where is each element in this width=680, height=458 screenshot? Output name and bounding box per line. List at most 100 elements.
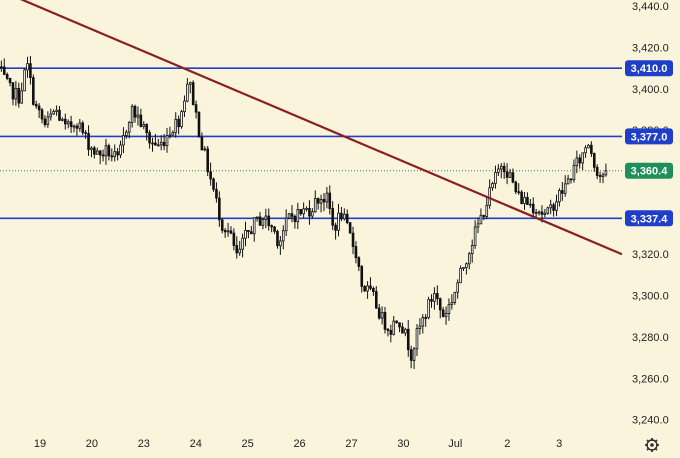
candle-body	[401, 326, 404, 334]
candle	[363, 285, 366, 292]
candle	[276, 229, 279, 249]
candle	[444, 306, 448, 325]
candle-body	[136, 114, 140, 118]
candle-body	[37, 105, 41, 111]
candle-body	[49, 113, 53, 118]
candle-body	[264, 215, 268, 220]
candle-body	[75, 125, 79, 129]
candle	[494, 165, 497, 189]
candle	[148, 130, 151, 149]
candle-body	[238, 248, 241, 254]
candle-body	[604, 170, 608, 176]
candle	[549, 199, 552, 215]
candle-body	[299, 209, 303, 215]
candle-body	[281, 230, 285, 242]
candle-body	[162, 141, 166, 147]
candle-body	[2, 66, 6, 75]
candle	[520, 190, 523, 205]
candle	[340, 207, 343, 222]
candle-body	[148, 132, 151, 144]
candle-body	[66, 121, 70, 125]
candle-body	[122, 135, 125, 146]
candle	[63, 113, 67, 130]
candle	[313, 190, 317, 213]
candle-body	[159, 141, 163, 146]
candle	[418, 318, 422, 335]
candle-body	[494, 171, 497, 184]
candle-body	[209, 171, 212, 180]
y-axis[interactable]: 3,240.03,260.03,280.03,300.03,320.03,380…	[632, 1, 669, 426]
candle	[95, 147, 99, 155]
candle	[372, 286, 375, 296]
candle	[499, 163, 503, 179]
candle	[592, 152, 596, 172]
candle-body	[392, 320, 396, 335]
candle-body	[87, 133, 90, 150]
candle	[438, 297, 442, 319]
candle	[235, 236, 239, 259]
candle	[142, 121, 146, 130]
candle	[578, 154, 582, 169]
candle-body	[8, 77, 12, 84]
candle-body	[581, 152, 584, 164]
x-tick-label: 24	[190, 438, 202, 450]
candle-body	[200, 136, 204, 151]
x-axis[interactable]: 19 20 23 24 25 26 27 30 Jul 2 3	[34, 438, 562, 450]
candle	[427, 296, 430, 320]
candle-body	[534, 212, 538, 214]
candle	[377, 303, 381, 320]
x-tick-label: 23	[138, 438, 150, 450]
candle	[52, 109, 55, 115]
candle	[127, 121, 131, 139]
candle-body	[29, 63, 32, 79]
candle-body	[188, 82, 192, 85]
candle-body	[325, 192, 329, 203]
candle	[168, 126, 172, 139]
candle	[139, 108, 143, 128]
candle	[258, 212, 262, 226]
candle	[470, 239, 474, 263]
candle	[162, 133, 166, 151]
candle-body	[255, 216, 259, 219]
candle-body	[424, 317, 428, 319]
gear-icon[interactable]	[645, 438, 659, 452]
candle	[232, 228, 236, 251]
candle	[284, 209, 288, 236]
candle-body	[552, 204, 555, 211]
candle	[29, 55, 32, 85]
candle-body	[348, 222, 352, 234]
candle	[194, 100, 198, 119]
candle	[250, 226, 253, 235]
candle	[366, 281, 369, 299]
candle-body	[58, 109, 61, 121]
candle	[159, 135, 163, 151]
candle-body	[578, 157, 582, 164]
candle-body	[430, 299, 433, 302]
candle-body	[485, 204, 489, 217]
gear-hub	[650, 443, 654, 447]
candle	[226, 222, 230, 237]
candle	[409, 345, 413, 369]
candle	[526, 192, 529, 205]
candle	[46, 111, 50, 128]
candle	[345, 209, 349, 225]
candle	[5, 72, 9, 81]
candle	[354, 241, 358, 264]
candle	[49, 108, 53, 121]
candle-body	[505, 171, 509, 178]
candle-body	[145, 123, 148, 134]
candle	[61, 117, 64, 122]
candle	[482, 214, 486, 221]
candle	[316, 197, 320, 210]
candle	[543, 209, 547, 218]
candle-body	[241, 237, 244, 250]
candle	[125, 129, 128, 139]
candle	[311, 208, 314, 220]
candle	[505, 163, 509, 185]
candle-body	[302, 208, 305, 215]
candle	[261, 217, 265, 230]
x-tick-label: 30	[397, 438, 409, 450]
candle-body	[93, 147, 96, 155]
